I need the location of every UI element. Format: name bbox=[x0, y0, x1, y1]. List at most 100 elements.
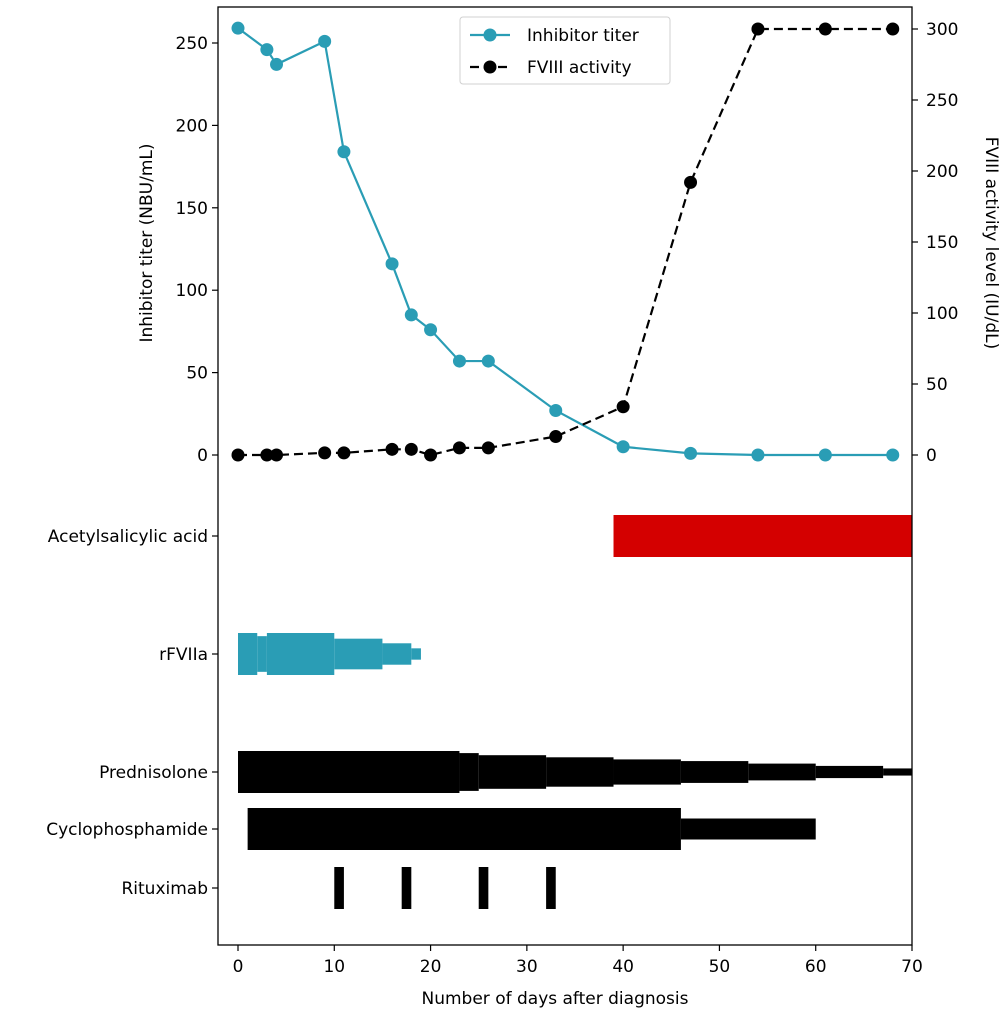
data-point-inhibitor-titer bbox=[231, 21, 245, 35]
data-point-inhibitor-titer bbox=[549, 404, 563, 418]
treatment-bar-prednisolone bbox=[748, 763, 816, 781]
y-right-tick-label: 100 bbox=[926, 304, 958, 324]
y-axis-right-label: FVIII activity level (IU/dL) bbox=[981, 137, 1000, 349]
treatment-bar-rfviia bbox=[238, 633, 258, 675]
treatment-bar-cyclophosphamide bbox=[680, 818, 816, 840]
treatment-bar-rituximab bbox=[401, 867, 412, 909]
y-right-tick-label: 0 bbox=[926, 446, 937, 466]
x-tick-label: 70 bbox=[901, 957, 923, 977]
treatment-label: Prednisolone bbox=[99, 763, 208, 783]
legend-entry-inhibitor-titer: Inhibitor titer bbox=[470, 26, 639, 46]
y-left-tick-label: 50 bbox=[186, 364, 208, 384]
series-line-inhibitor-titer bbox=[237, 27, 893, 457]
series-line-fviii-activity bbox=[238, 27, 893, 457]
data-point-fviii-activity bbox=[616, 400, 630, 414]
y-right-tick-label: 150 bbox=[926, 233, 958, 253]
legend-swatch-marker bbox=[483, 60, 497, 74]
x-axis-label: Number of days after diagnosis bbox=[422, 989, 689, 1009]
treatment-bar-rituximab bbox=[478, 867, 489, 909]
data-point-inhibitor-titer bbox=[260, 43, 274, 57]
y-right-tick-label: 250 bbox=[926, 91, 958, 111]
treatment-bar-prednisolone bbox=[238, 751, 460, 793]
legend-entry-fviii-activity: FVIII activity bbox=[470, 58, 632, 78]
legend-label: FVIII activity bbox=[527, 58, 632, 78]
treatment-bar-rfviia bbox=[266, 633, 335, 675]
data-point-inhibitor-titer bbox=[452, 354, 466, 368]
treatment-label: Acetylsalicylic acid bbox=[48, 527, 208, 547]
y-right-tick-label: 50 bbox=[926, 375, 948, 395]
x-tick-label: 30 bbox=[516, 957, 538, 977]
data-point-fviii-activity bbox=[481, 441, 495, 455]
data-point-fviii-activity bbox=[404, 442, 418, 456]
y-left-tick-label: 150 bbox=[176, 199, 208, 219]
data-point-inhibitor-titer bbox=[751, 448, 765, 462]
legend: Inhibitor titer FVIII activity bbox=[459, 16, 671, 85]
data-point-fviii-activity bbox=[452, 441, 466, 455]
data-point-fviii-activity bbox=[260, 448, 274, 462]
data-point-fviii-activity bbox=[886, 22, 900, 36]
data-point-inhibitor-titer bbox=[270, 57, 284, 71]
treatment-axis: Acetylsalicylic acid rFVIIa Prednisolone Cy… bbox=[46, 527, 218, 899]
y-left-tick-label: 100 bbox=[176, 281, 208, 301]
data-point-fviii-activity bbox=[270, 448, 284, 462]
data-point-fviii-activity bbox=[684, 175, 698, 189]
data-point-inhibitor-titer bbox=[318, 34, 332, 48]
data-point-inhibitor-titer bbox=[404, 308, 418, 322]
treatment-label: Rituximab bbox=[121, 879, 208, 899]
treatment-bar-rfviia bbox=[257, 636, 267, 672]
treatment-bar-rfviia bbox=[382, 643, 412, 665]
treatment-bar-rfviia bbox=[411, 648, 421, 660]
treatment-bar-prednisolone bbox=[613, 759, 681, 785]
x-tick-label: 40 bbox=[612, 957, 634, 977]
data-point-inhibitor-titer bbox=[684, 446, 698, 460]
data-point-inhibitor-titer bbox=[424, 323, 438, 337]
data-point-fviii-activity bbox=[818, 22, 832, 36]
data-point-inhibitor-titer bbox=[385, 257, 399, 271]
y-axis-right: 0 50 100 150 200 250 300 bbox=[912, 20, 958, 466]
treatment-bar-prednisolone bbox=[883, 768, 912, 776]
treatment-bar-rituximab bbox=[546, 867, 556, 909]
data-point-fviii-activity bbox=[385, 442, 399, 456]
x-tick-label: 50 bbox=[709, 957, 731, 977]
data-point-inhibitor-titer bbox=[818, 448, 832, 462]
data-point-fviii-activity bbox=[337, 446, 351, 460]
y-left-tick-label: 200 bbox=[176, 116, 208, 136]
y-right-tick-label: 200 bbox=[926, 162, 958, 182]
y-axis-left: 0 50 100 150 200 250 bbox=[176, 34, 218, 466]
data-point-inhibitor-titer bbox=[481, 354, 495, 368]
data-point-fviii-activity bbox=[318, 446, 332, 460]
treatment-bar-prednisolone bbox=[680, 761, 749, 783]
treatment-bar-rituximab bbox=[334, 867, 344, 909]
treatment-bar-acetylsalicylic-acid bbox=[613, 515, 912, 557]
treatment-label: Cyclophosphamide bbox=[46, 820, 208, 840]
x-tick-label: 20 bbox=[420, 957, 442, 977]
data-point-fviii-activity bbox=[424, 448, 438, 462]
treatment-bar-rfviia bbox=[334, 638, 383, 670]
x-tick-label: 0 bbox=[233, 957, 244, 977]
plot-frame bbox=[217, 6, 913, 946]
treatment-bar-prednisolone bbox=[459, 753, 479, 791]
treatment-bar-prednisolone bbox=[546, 757, 614, 787]
legend-label: Inhibitor titer bbox=[527, 26, 639, 46]
treatment-label: rFVIIa bbox=[159, 645, 208, 665]
treatment-bar-prednisolone bbox=[478, 755, 547, 789]
x-axis: 0 10 20 30 40 50 60 70 bbox=[233, 945, 923, 977]
data-point-inhibitor-titer bbox=[337, 145, 351, 159]
x-tick-label: 10 bbox=[323, 957, 345, 977]
y-right-tick-label: 300 bbox=[926, 20, 958, 40]
legend-box bbox=[459, 16, 671, 85]
data-point-fviii-activity bbox=[751, 22, 765, 36]
treatment-bar-prednisolone bbox=[815, 765, 884, 779]
data-point-inhibitor-titer bbox=[886, 448, 900, 462]
data-point-inhibitor-titer bbox=[616, 440, 630, 454]
treatment-bars bbox=[238, 515, 912, 909]
y-left-tick-label: 250 bbox=[176, 34, 208, 54]
treatment-bar-cyclophosphamide bbox=[247, 808, 681, 850]
x-tick-label: 60 bbox=[805, 957, 827, 977]
data-point-fviii-activity bbox=[231, 448, 245, 462]
series-layer bbox=[231, 21, 900, 462]
y-left-tick-label: 0 bbox=[197, 446, 208, 466]
data-point-fviii-activity bbox=[549, 430, 563, 444]
y-axis-left-label: Inhibitor titer (NBU/mL) bbox=[137, 143, 157, 342]
